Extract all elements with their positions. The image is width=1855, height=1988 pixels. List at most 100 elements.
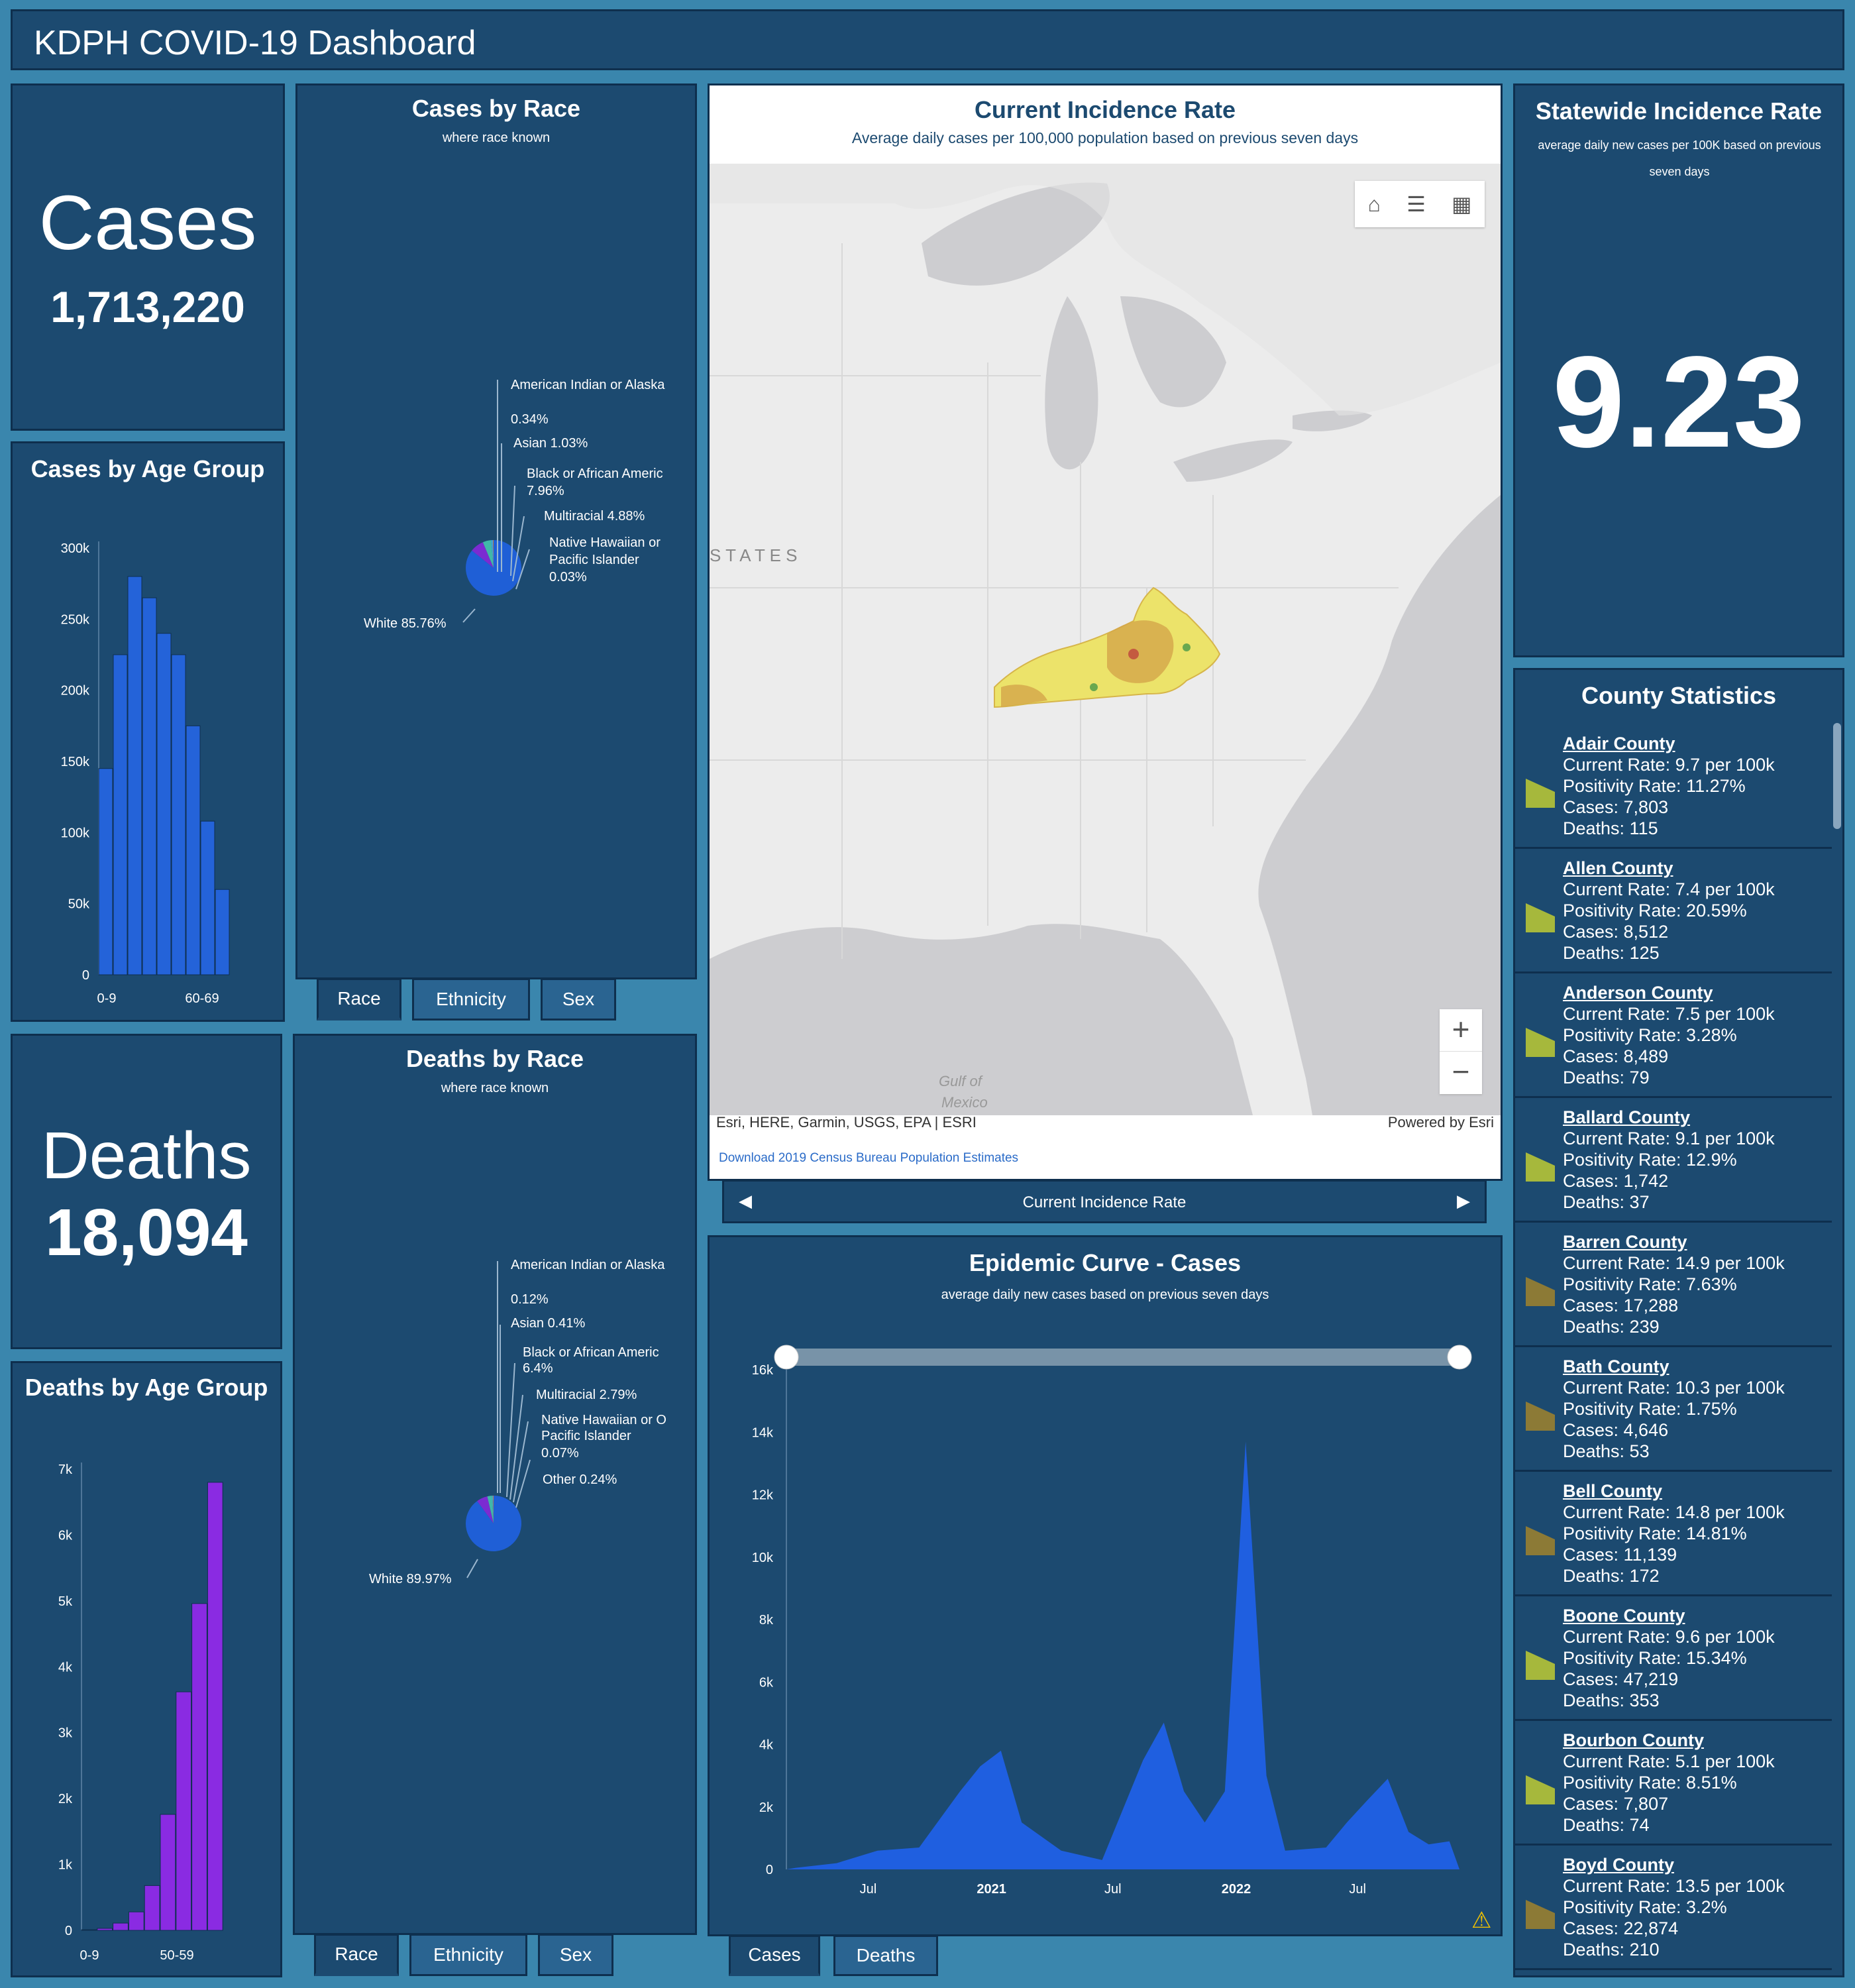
tab-sex[interactable]: Sex — [541, 978, 616, 1021]
race-label: American Indian or Alaska — [511, 378, 665, 392]
pie-slice[interactable] — [491, 540, 494, 568]
tab-cases[interactable]: Cases — [729, 1935, 820, 1976]
y-tick-label: 4k — [759, 1738, 774, 1753]
range-slider-handle-right[interactable] — [1447, 1345, 1472, 1370]
race-label: Asian 1.03% — [513, 436, 588, 451]
age-bar[interactable] — [191, 1603, 207, 1931]
county-deaths: Deaths: 210 — [1563, 1940, 1660, 1960]
county-name[interactable]: Anderson County — [1563, 983, 1713, 1003]
age-bar[interactable] — [207, 1482, 223, 1931]
county-item[interactable]: Bath County Current Rate: 10.3 per 100k Po… — [1515, 1347, 1832, 1472]
tab-race[interactable]: Race — [317, 978, 401, 1021]
age-bar[interactable] — [127, 576, 142, 975]
pie-slice[interactable] — [492, 1496, 494, 1523]
county-name[interactable]: Boone County — [1563, 1606, 1685, 1626]
age-bar[interactable] — [113, 654, 128, 975]
y-tick-label: 8k — [759, 1613, 774, 1628]
age-bar[interactable] — [97, 1928, 113, 1931]
x-tick-label: Jul — [860, 1882, 877, 1897]
age-bar[interactable] — [98, 768, 113, 975]
race-label: Pacific Islander — [549, 553, 639, 567]
prev-arrow-icon[interactable]: ◀ — [739, 1191, 752, 1211]
deaths-race-subtitle: where race known — [441, 1081, 549, 1095]
tab-sex[interactable]: Sex — [538, 1934, 613, 1976]
y-tick-label: 6k — [759, 1675, 774, 1690]
powered-by-esri[interactable]: Powered by Esri — [1387, 1114, 1494, 1131]
legend-list-icon[interactable]: ☰ — [1406, 192, 1426, 216]
county-name[interactable]: Bell County — [1563, 1481, 1663, 1501]
rate-flag-icon — [1526, 779, 1555, 808]
age-bar[interactable] — [113, 1922, 129, 1931]
county-deaths: Deaths: 125 — [1563, 943, 1660, 963]
county-item[interactable]: Adair County Current Rate: 9.7 per 100k Po… — [1515, 724, 1832, 849]
county-name[interactable]: Allen County — [1563, 858, 1673, 878]
county-item[interactable]: Anderson County Current Rate: 7.5 per 100… — [1515, 973, 1832, 1098]
cases-race-pie: American Indian or Alaska 0.34% Asian 1.… — [364, 378, 665, 631]
statewide-panel: Statewide Incidence Rate average daily n… — [1513, 83, 1844, 657]
county-cases: Cases: 4,646 — [1563, 1420, 1669, 1440]
county-item[interactable]: Boyd County Current Rate: 13.5 per 100k Po… — [1515, 1846, 1832, 1970]
pie-slice[interactable] — [466, 1496, 522, 1551]
deaths-race-panel: Deaths by Race where race known American… — [293, 1034, 697, 1935]
cases-age-chart: 300k 250k 200k 150k 100k 50k 0 0-9 60-69 — [61, 541, 230, 1006]
mexico-label: Mexico — [941, 1094, 988, 1111]
tab-ethnicity[interactable]: Ethnicity — [412, 978, 530, 1021]
county-item[interactable]: Allen County Current Rate: 7.4 per 100k Po… — [1515, 849, 1832, 973]
county-rate: Current Rate: 13.5 per 100k — [1563, 1876, 1785, 1896]
zoom-out-button[interactable]: − — [1452, 1054, 1470, 1089]
county-name[interactable]: Adair County — [1563, 734, 1675, 753]
age-bar[interactable] — [160, 1814, 176, 1931]
county-item[interactable]: Barren County Current Rate: 14.9 per 100k… — [1515, 1223, 1832, 1347]
scrollbar-track[interactable] — [1833, 723, 1841, 1975]
scrollbar-thumb[interactable] — [1833, 723, 1841, 829]
age-bar[interactable] — [200, 820, 215, 975]
tab-race[interactable]: Race — [314, 1934, 399, 1976]
age-bar[interactable] — [144, 1885, 160, 1931]
county-name[interactable]: Barren County — [1563, 1232, 1687, 1252]
age-bar[interactable] — [215, 889, 230, 975]
age-bar[interactable] — [171, 654, 186, 975]
warning-icon[interactable]: ⚠ — [1471, 1908, 1491, 1933]
map-view[interactable]: S T A T E S Gulf of Mexico ⌂ ☰ ▦ + − — [710, 164, 1501, 1115]
download-census-link[interactable]: Download 2019 Census Bureau Population E… — [719, 1151, 1019, 1165]
county-list[interactable]: Adair County Current Rate: 9.7 per 100k Po… — [1515, 724, 1832, 1975]
range-slider-track[interactable] — [786, 1349, 1459, 1366]
county-name[interactable]: Ballard County — [1563, 1107, 1691, 1127]
pie-slice[interactable] — [487, 1496, 494, 1523]
age-bar[interactable] — [142, 597, 157, 975]
rate-flag-icon — [1526, 1402, 1555, 1431]
age-bar[interactable] — [128, 1911, 144, 1931]
county-item[interactable]: Bourbon County Current Rate: 5.1 per 100k… — [1515, 1721, 1832, 1846]
pie-slice[interactable] — [482, 540, 494, 568]
next-arrow-icon[interactable]: ▶ — [1457, 1191, 1470, 1211]
tab-deaths[interactable]: Deaths — [833, 1935, 938, 1976]
county-item[interactable]: Bell County Current Rate: 14.8 per 100k Po… — [1515, 1472, 1832, 1596]
home-icon[interactable]: ⌂ — [1367, 192, 1381, 216]
y-tick-label: 0 — [65, 1924, 72, 1938]
county-deaths: Deaths: 353 — [1563, 1690, 1660, 1710]
y-tick-label: 16k — [752, 1363, 774, 1378]
epi-title: Epidemic Curve - Cases — [969, 1249, 1242, 1276]
county-deaths: Deaths: 74 — [1563, 1815, 1650, 1835]
county-item[interactable]: Boone County Current Rate: 9.6 per 100k Po… — [1515, 1596, 1832, 1721]
pie-slice[interactable] — [492, 1496, 494, 1523]
pie-slice[interactable] — [472, 542, 494, 568]
age-bar[interactable] — [156, 633, 172, 975]
county-name[interactable]: Bath County — [1563, 1356, 1670, 1376]
range-slider-handle-left[interactable] — [774, 1345, 799, 1370]
county-name[interactable]: Boyd County — [1563, 1855, 1674, 1875]
county-cases: Cases: 8,489 — [1563, 1046, 1669, 1066]
county-name[interactable]: Bourbon County — [1563, 1730, 1704, 1750]
pie-slice[interactable] — [493, 540, 494, 568]
pie-slice[interactable] — [477, 1496, 494, 1523]
zoom-in-button[interactable]: + — [1440, 1009, 1482, 1052]
basemap-gallery-icon[interactable]: ▦ — [1452, 192, 1472, 216]
tab-ethnicity[interactable]: Ethnicity — [409, 1934, 527, 1976]
age-bar[interactable] — [176, 1691, 192, 1931]
age-bar[interactable] — [186, 725, 201, 975]
leader-line — [509, 1394, 523, 1500]
leader-line — [510, 485, 515, 577]
x-tick-label: 60-69 — [185, 991, 219, 1006]
county-item[interactable]: Ballard County Current Rate: 9.1 per 100k… — [1515, 1098, 1832, 1223]
